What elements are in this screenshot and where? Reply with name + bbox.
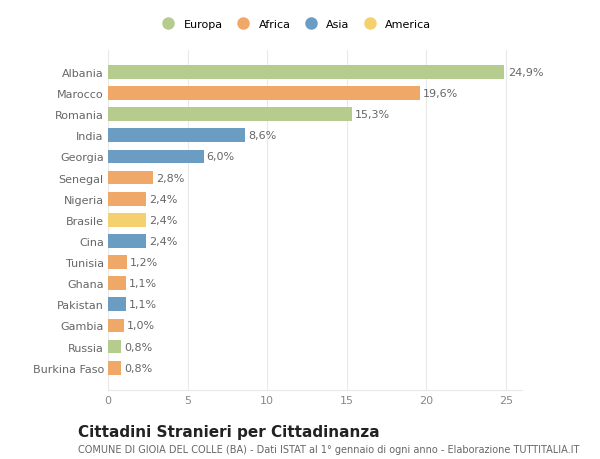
Text: Cittadini Stranieri per Cittadinanza: Cittadini Stranieri per Cittadinanza bbox=[78, 425, 380, 440]
Bar bbox=[108, 298, 125, 312]
Text: 1,1%: 1,1% bbox=[128, 279, 157, 289]
Bar bbox=[108, 277, 125, 291]
Text: 2,4%: 2,4% bbox=[149, 236, 178, 246]
Text: 0,8%: 0,8% bbox=[124, 342, 152, 352]
Text: 0,8%: 0,8% bbox=[124, 363, 152, 373]
Bar bbox=[108, 150, 203, 164]
Bar bbox=[108, 256, 127, 269]
Bar bbox=[108, 171, 152, 185]
Legend: Europa, Africa, Asia, America: Europa, Africa, Asia, America bbox=[153, 15, 436, 34]
Bar bbox=[108, 319, 124, 333]
Text: 15,3%: 15,3% bbox=[355, 110, 390, 120]
Bar bbox=[108, 235, 146, 248]
Bar bbox=[108, 66, 505, 79]
Text: 6,0%: 6,0% bbox=[207, 152, 235, 162]
Text: 24,9%: 24,9% bbox=[508, 68, 543, 78]
Text: 2,4%: 2,4% bbox=[149, 194, 178, 204]
Text: 8,6%: 8,6% bbox=[248, 131, 277, 141]
Bar bbox=[108, 213, 146, 227]
Bar bbox=[108, 108, 352, 122]
Bar bbox=[108, 361, 121, 375]
Text: COMUNE DI GIOIA DEL COLLE (BA) - Dati ISTAT al 1° gennaio di ogni anno - Elabora: COMUNE DI GIOIA DEL COLLE (BA) - Dati IS… bbox=[78, 444, 580, 454]
Bar bbox=[108, 129, 245, 143]
Bar bbox=[108, 192, 146, 206]
Text: 2,4%: 2,4% bbox=[149, 215, 178, 225]
Text: 1,1%: 1,1% bbox=[128, 300, 157, 310]
Text: 1,2%: 1,2% bbox=[130, 257, 158, 268]
Bar bbox=[108, 87, 420, 101]
Text: 1,0%: 1,0% bbox=[127, 321, 155, 330]
Bar bbox=[108, 340, 121, 353]
Text: 19,6%: 19,6% bbox=[423, 89, 458, 99]
Text: 2,8%: 2,8% bbox=[156, 173, 184, 183]
